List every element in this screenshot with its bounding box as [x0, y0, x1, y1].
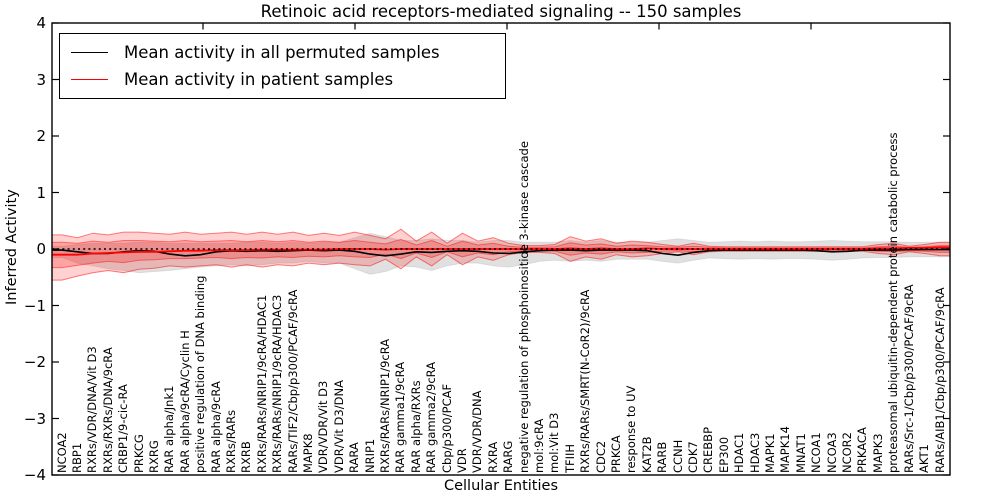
y-tick-label: −4	[23, 466, 46, 484]
legend-line-sample-black	[71, 51, 108, 53]
y-tick-label: 1	[36, 183, 46, 202]
y-tick-label: 0	[36, 240, 46, 258]
legend-item-permuted: Mean activity in all permuted samples	[71, 43, 505, 62]
y-tick-label: −2	[23, 353, 46, 371]
y-tick-label: −1	[23, 296, 46, 315]
patient-std-band-upper-edge	[52, 228, 950, 248]
chart-title: Retinoic acid receptors-mediated signali…	[260, 2, 742, 21]
patient-std-band	[52, 229, 950, 281]
patient-std-band-lower-edge	[52, 250, 950, 281]
y-tick-label: −3	[23, 409, 46, 428]
legend: Mean activity in all permuted samples Me…	[59, 33, 506, 99]
legend-item-patient: Mean activity in patient samples	[71, 70, 505, 89]
legend-label-patient: Mean activity in patient samples	[124, 70, 394, 90]
y-tick-label: 4	[36, 14, 46, 32]
legend-label-permuted: Mean activity in all permuted samples	[124, 42, 440, 62]
permuted-std-band-lower-edge	[52, 256, 950, 275]
mean-activity-in-all-permuted-samples-line	[52, 248, 950, 257]
y-tick-label: 2	[36, 127, 46, 145]
x-axis-label: Cellular Entities	[443, 478, 559, 494]
y-tick-label: 3	[36, 70, 46, 89]
patient-inner-band-upper-edge	[52, 238, 950, 249]
patient-inner-band	[52, 239, 950, 268]
legend-line-sample-red	[71, 79, 108, 81]
